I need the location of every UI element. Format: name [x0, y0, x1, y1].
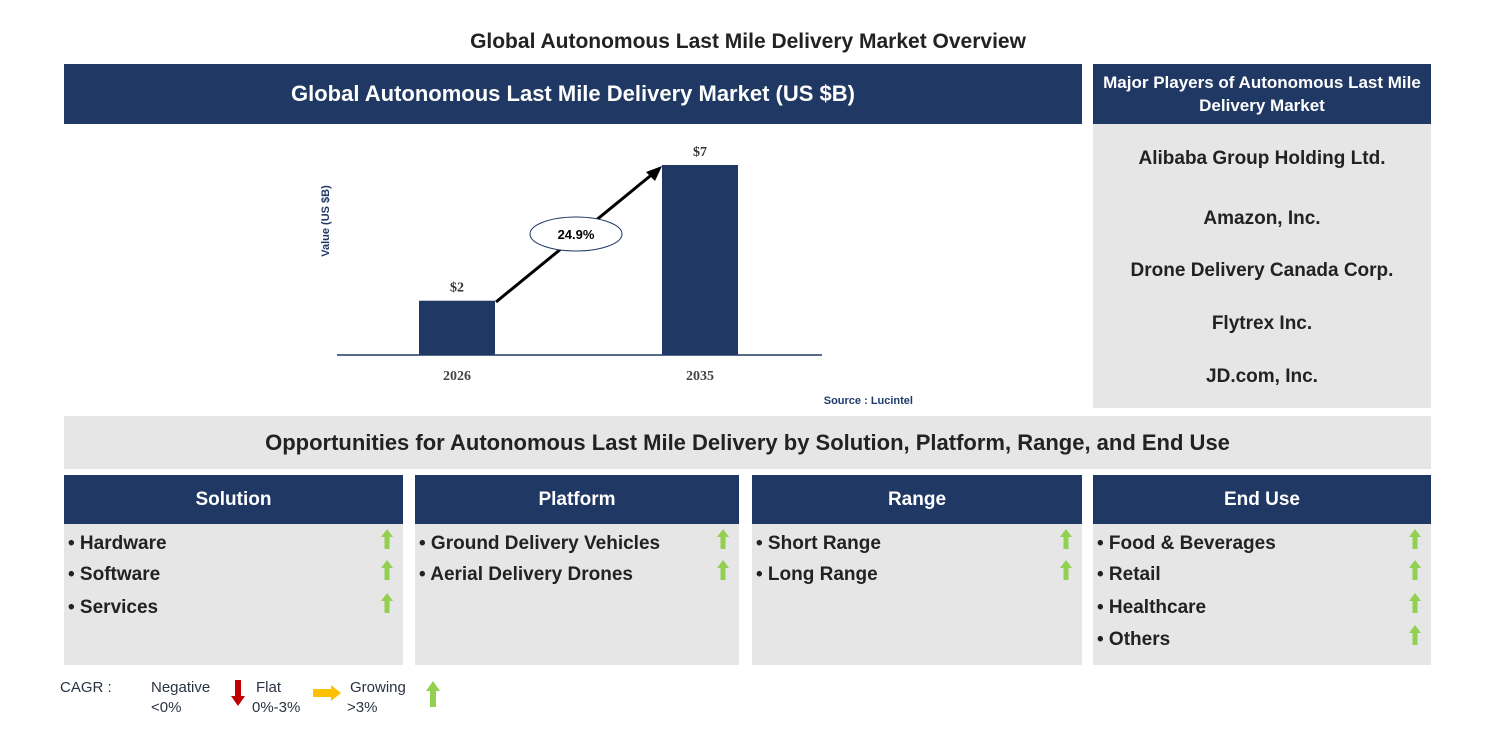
x-tick-label: 2026 [443, 369, 471, 384]
y-axis-label: Value (US $B) [320, 185, 332, 257]
up-arrow-icon [717, 529, 729, 549]
player-item: Drone Delivery Canada Corp. [1130, 260, 1394, 281]
up-arrow-icon [1409, 529, 1421, 549]
cagr-label: 24.9% [558, 227, 595, 242]
up-arrow-icon [381, 529, 393, 549]
up-arrow-icon [1060, 529, 1072, 549]
cagr-ellipse [529, 216, 623, 252]
players-header: Major Players of Autonomous Last Mile De… [1093, 64, 1431, 124]
bar-chart: Value (US $B) $2 2026 $7 2035 24.9% Source … [320, 145, 913, 407]
bar-2035 [662, 165, 738, 355]
up-arrow-icon [1409, 560, 1421, 580]
segment-item: • Healthcare [1097, 597, 1207, 618]
players-list: Alibaba Group Holding Ltd. Amazon, Inc. … [1093, 124, 1431, 408]
legend-flat-range: 0%-3% [252, 699, 301, 716]
segment-item: • Services [68, 597, 159, 618]
data-label: $2 [450, 281, 464, 296]
legend-growing: Growing [350, 679, 406, 696]
up-arrow-icon [381, 593, 393, 613]
segment-item: • Aerial Delivery Drones [419, 564, 633, 585]
segment-panel: • Food & Beverages • Retail • Healthcare • … [1093, 524, 1431, 665]
chart-header: Global Autonomous Last Mile Delivery Mar… [64, 64, 1082, 124]
player-item: JD.com, Inc. [1206, 366, 1318, 387]
legend-flat: Flat [256, 679, 282, 696]
up-arrow-icon [1409, 593, 1421, 613]
growth-arrowhead [646, 166, 662, 181]
up-arrow-icon [717, 560, 729, 580]
segment-panel: • Short Range • Long Range [752, 524, 1082, 665]
segment-panel: • Ground Delivery Vehicles • Aerial Deliv… [415, 524, 739, 665]
player-item: Flytrex Inc. [1211, 313, 1313, 334]
data-label: $7 [693, 145, 707, 160]
up-arrow-icon [1409, 625, 1421, 645]
segment-item: • Software [68, 564, 161, 585]
legend-growing-range: >3% [347, 699, 378, 716]
segment-item: • Food & Beverages [1097, 533, 1276, 554]
segment-header: Platform [415, 475, 739, 524]
segment-panel: • Hardware • Software • Services [64, 524, 403, 665]
segment-header: End Use [1093, 475, 1431, 524]
bar-2026 [419, 300, 495, 355]
segment-item: • Long Range [756, 564, 878, 585]
player-item: Amazon, Inc. [1203, 208, 1321, 229]
segment-item: • Short Range [756, 533, 881, 554]
segment-header: Range [752, 475, 1082, 524]
segment-item: • Retail [1097, 564, 1161, 585]
up-arrow-icon [1060, 560, 1072, 580]
up-arrow-icon [381, 560, 393, 580]
right-arrow-icon [313, 685, 341, 701]
player-item: Alibaba Group Holding Ltd. [1138, 148, 1386, 169]
source-label: Source : Lucintel [824, 395, 913, 407]
opportunities-title: Opportunities for Autonomous Last Mile D… [64, 416, 1431, 469]
segment-item: • Ground Delivery Vehicles [419, 533, 661, 554]
segment-header: Solution [64, 475, 403, 524]
segment-item: • Others [1097, 629, 1171, 650]
page-title: Global Autonomous Last Mile Delivery Mar… [470, 30, 1026, 53]
up-arrow-icon [426, 681, 440, 707]
legend-cagr: CAGR : [60, 679, 112, 696]
legend-negative: Negative [151, 679, 211, 696]
legend-negative-range: <0% [151, 699, 182, 716]
segment-item: • Hardware [68, 533, 167, 554]
x-tick-label: 2035 [686, 369, 714, 384]
down-arrow-icon [231, 680, 245, 706]
